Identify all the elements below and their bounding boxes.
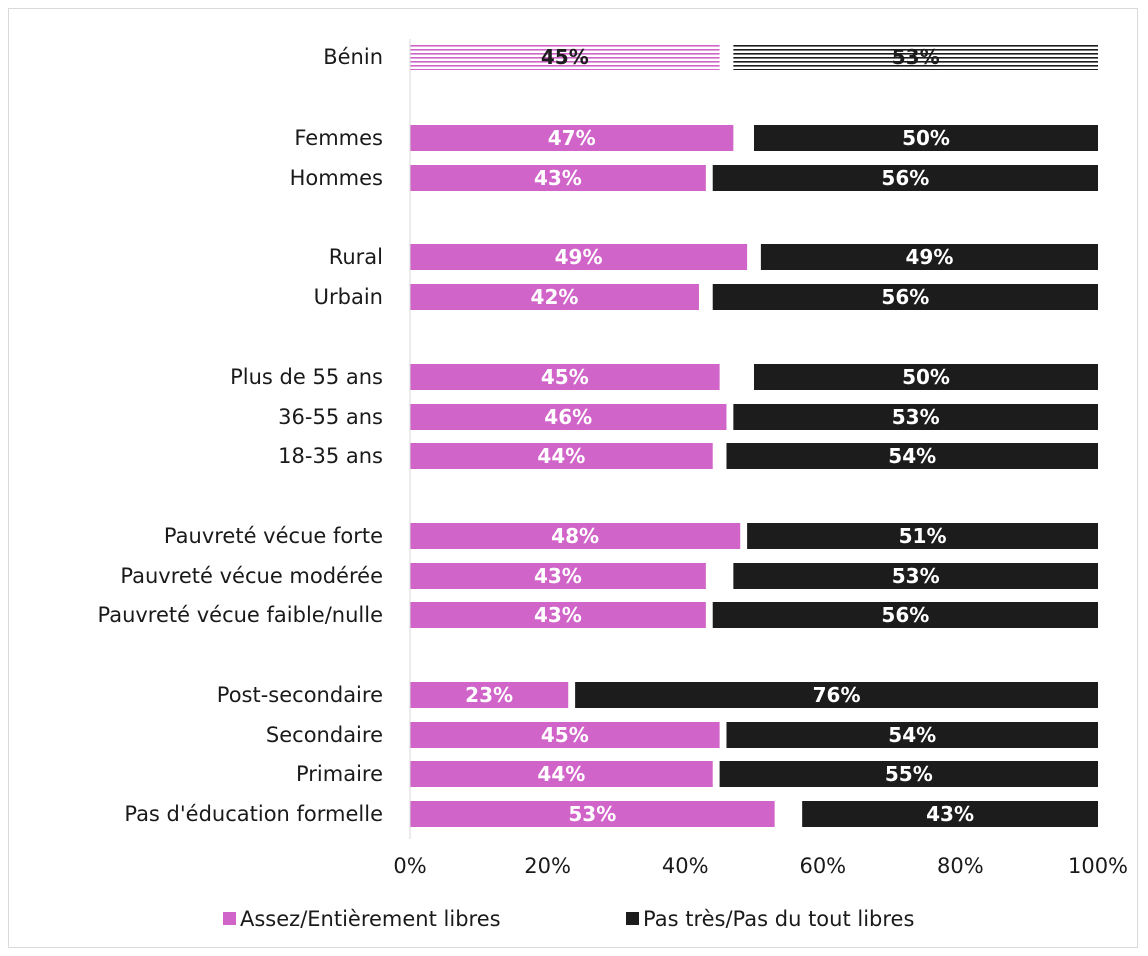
category-label: Post-secondaire — [217, 683, 383, 707]
data-label-pas-libres: 53% — [892, 405, 940, 429]
category-label: Pas d'éducation formelle — [124, 802, 383, 826]
category-labels: Bénin Femmes Hommes Rural Urbain Plus de 55 a… — [97, 45, 383, 826]
bar-assez-libres — [410, 443, 713, 469]
x-tick-label: 0% — [393, 854, 426, 878]
bar-pas-libres — [802, 801, 1098, 827]
bar-pas-libres — [719, 761, 1098, 787]
data-label-assez-libres: 47% — [548, 126, 596, 150]
data-label-assez-libres: 43% — [534, 166, 582, 190]
data-label-assez-libres: 43% — [534, 603, 582, 627]
category-label: Rural — [329, 245, 383, 269]
bar-assez-libres — [410, 44, 720, 70]
data-label-assez-libres: 49% — [555, 245, 603, 269]
data-label-pas-libres: 56% — [881, 166, 929, 190]
category-label: Primaire — [296, 762, 383, 786]
bar-pas-libres — [754, 125, 1098, 151]
x-tick-label: 20% — [524, 854, 571, 878]
category-label: 36-55 ans — [278, 405, 383, 429]
data-label-assez-libres: 46% — [544, 405, 592, 429]
bar-assez-libres — [410, 563, 706, 589]
bar-assez-libres — [410, 165, 706, 191]
x-tick-label: 100% — [1068, 854, 1128, 878]
bars — [410, 44, 1098, 827]
bar-pas-libres — [733, 404, 1098, 430]
chart-frame: Bénin Femmes Hommes Rural Urbain Plus de 55 a… — [8, 8, 1138, 948]
bar-assez-libres — [410, 682, 569, 708]
x-tick-label: 60% — [799, 854, 846, 878]
legend-swatch — [626, 912, 639, 925]
category-label: Plus de 55 ans — [230, 365, 383, 389]
bar-pas-libres — [754, 364, 1098, 390]
data-label-assez-libres: 48% — [551, 524, 599, 548]
bar-pas-libres — [726, 722, 1098, 748]
data-label-pas-libres: 76% — [813, 683, 861, 707]
data-label-assez-libres: 42% — [531, 285, 579, 309]
bar-pas-libres — [747, 523, 1098, 549]
category-label: Urbain — [314, 285, 383, 309]
bar-pas-libres — [712, 284, 1098, 310]
data-label-pas-libres: 53% — [892, 564, 940, 588]
data-label-assez-libres: 44% — [537, 444, 585, 468]
x-tick-label: 40% — [662, 854, 709, 878]
data-label-pas-libres: 51% — [899, 524, 947, 548]
data-label-assez-libres: 44% — [537, 762, 585, 786]
bar-assez-libres — [410, 244, 748, 270]
category-label: Bénin — [323, 45, 383, 69]
category-label: Femmes — [294, 126, 383, 150]
bar-pas-libres — [733, 563, 1098, 589]
data-label-assez-libres: 45% — [541, 365, 589, 389]
data-label-pas-libres: 53% — [892, 45, 940, 69]
data-label-pas-libres: 56% — [881, 603, 929, 627]
bar-assez-libres — [410, 761, 713, 787]
bar-pas-libres — [712, 602, 1098, 628]
bar-assez-libres — [410, 801, 775, 827]
data-label-assez-libres: 53% — [568, 802, 616, 826]
data-label-assez-libres: 45% — [541, 723, 589, 747]
legend-label: Pas très/Pas du tout libres — [643, 907, 914, 931]
category-label: Secondaire — [266, 723, 383, 747]
bar-pas-libres — [760, 244, 1098, 270]
bar-assez-libres — [410, 523, 741, 549]
data-label-pas-libres: 43% — [926, 802, 974, 826]
data-label-pas-libres: 56% — [881, 285, 929, 309]
legend-label: Assez/Entièrement libres — [240, 907, 501, 931]
bar-pas-libres — [733, 44, 1098, 70]
category-label: 18-35 ans — [278, 444, 383, 468]
bar-pas-libres — [575, 682, 1098, 708]
legend-swatch — [223, 912, 236, 925]
data-label-assez-libres: 43% — [534, 564, 582, 588]
data-label-pas-libres: 54% — [888, 444, 936, 468]
data-label-assez-libres: 23% — [465, 683, 513, 707]
data-label-pas-libres: 54% — [888, 723, 936, 747]
data-label-assez-libres: 45% — [541, 45, 589, 69]
bar-labels: 45% 53% 47% 50% 43% 56% 49% 49% 42% 56% 45% 50% 46% 5… — [465, 45, 974, 826]
bar-pas-libres — [712, 165, 1098, 191]
category-label: Hommes — [290, 166, 383, 190]
x-axis-ticks: 0% 20% 40% 60% 80% 100% — [393, 854, 1128, 878]
data-label-pas-libres: 50% — [902, 365, 950, 389]
legend: Assez/Entièrement libres Pas très/Pas du … — [223, 907, 914, 931]
category-label: Pauvreté vécue faible/nulle — [97, 603, 383, 627]
data-label-pas-libres: 49% — [906, 245, 954, 269]
x-tick-label: 80% — [937, 854, 984, 878]
bar-assez-libres — [410, 602, 706, 628]
category-label: Pauvreté vécue forte — [164, 524, 383, 548]
bar-assez-libres — [410, 722, 720, 748]
stacked-bar-chart: Bénin Femmes Hommes Rural Urbain Plus de 55 a… — [97, 39, 1128, 931]
bar-assez-libres — [410, 404, 727, 430]
data-label-pas-libres: 55% — [885, 762, 933, 786]
category-label: Pauvreté vécue modérée — [120, 564, 383, 588]
bar-assez-libres — [410, 364, 720, 390]
data-label-pas-libres: 50% — [902, 126, 950, 150]
bar-assez-libres — [410, 284, 699, 310]
bar-assez-libres — [410, 125, 734, 151]
bar-pas-libres — [726, 443, 1098, 469]
